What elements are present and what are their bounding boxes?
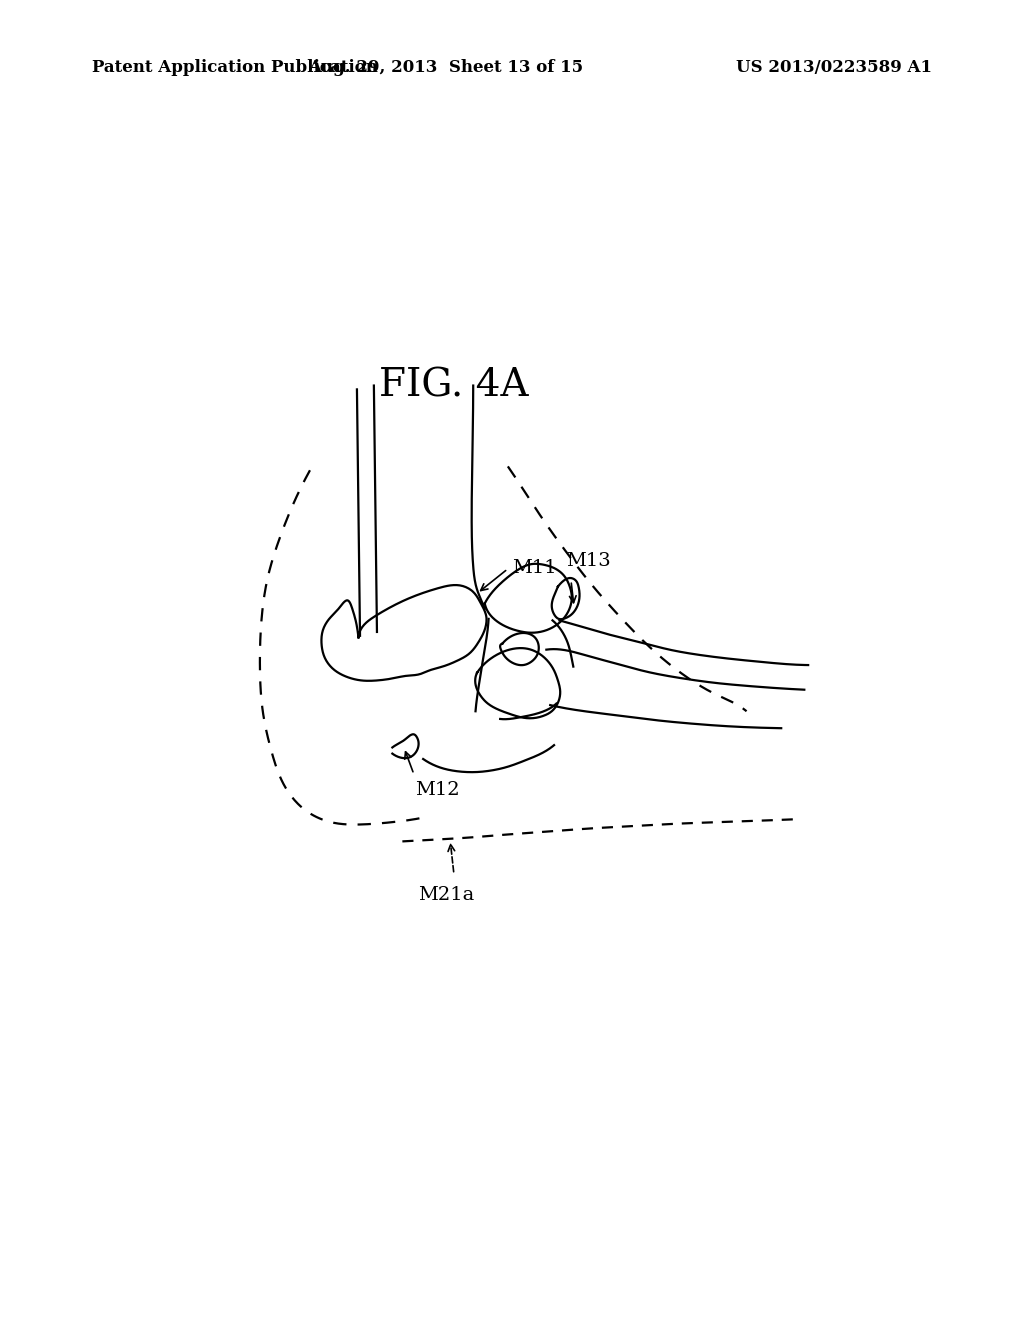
Text: FIG. 4A: FIG. 4A: [379, 367, 528, 404]
Text: Aug. 29, 2013  Sheet 13 of 15: Aug. 29, 2013 Sheet 13 of 15: [308, 59, 583, 77]
Text: US 2013/0223589 A1: US 2013/0223589 A1: [736, 59, 932, 77]
Text: M21a: M21a: [418, 886, 474, 904]
Text: Patent Application Publication: Patent Application Publication: [92, 59, 378, 77]
Text: M12: M12: [416, 780, 460, 799]
Text: M11: M11: [512, 558, 556, 577]
Text: M13: M13: [565, 552, 610, 570]
